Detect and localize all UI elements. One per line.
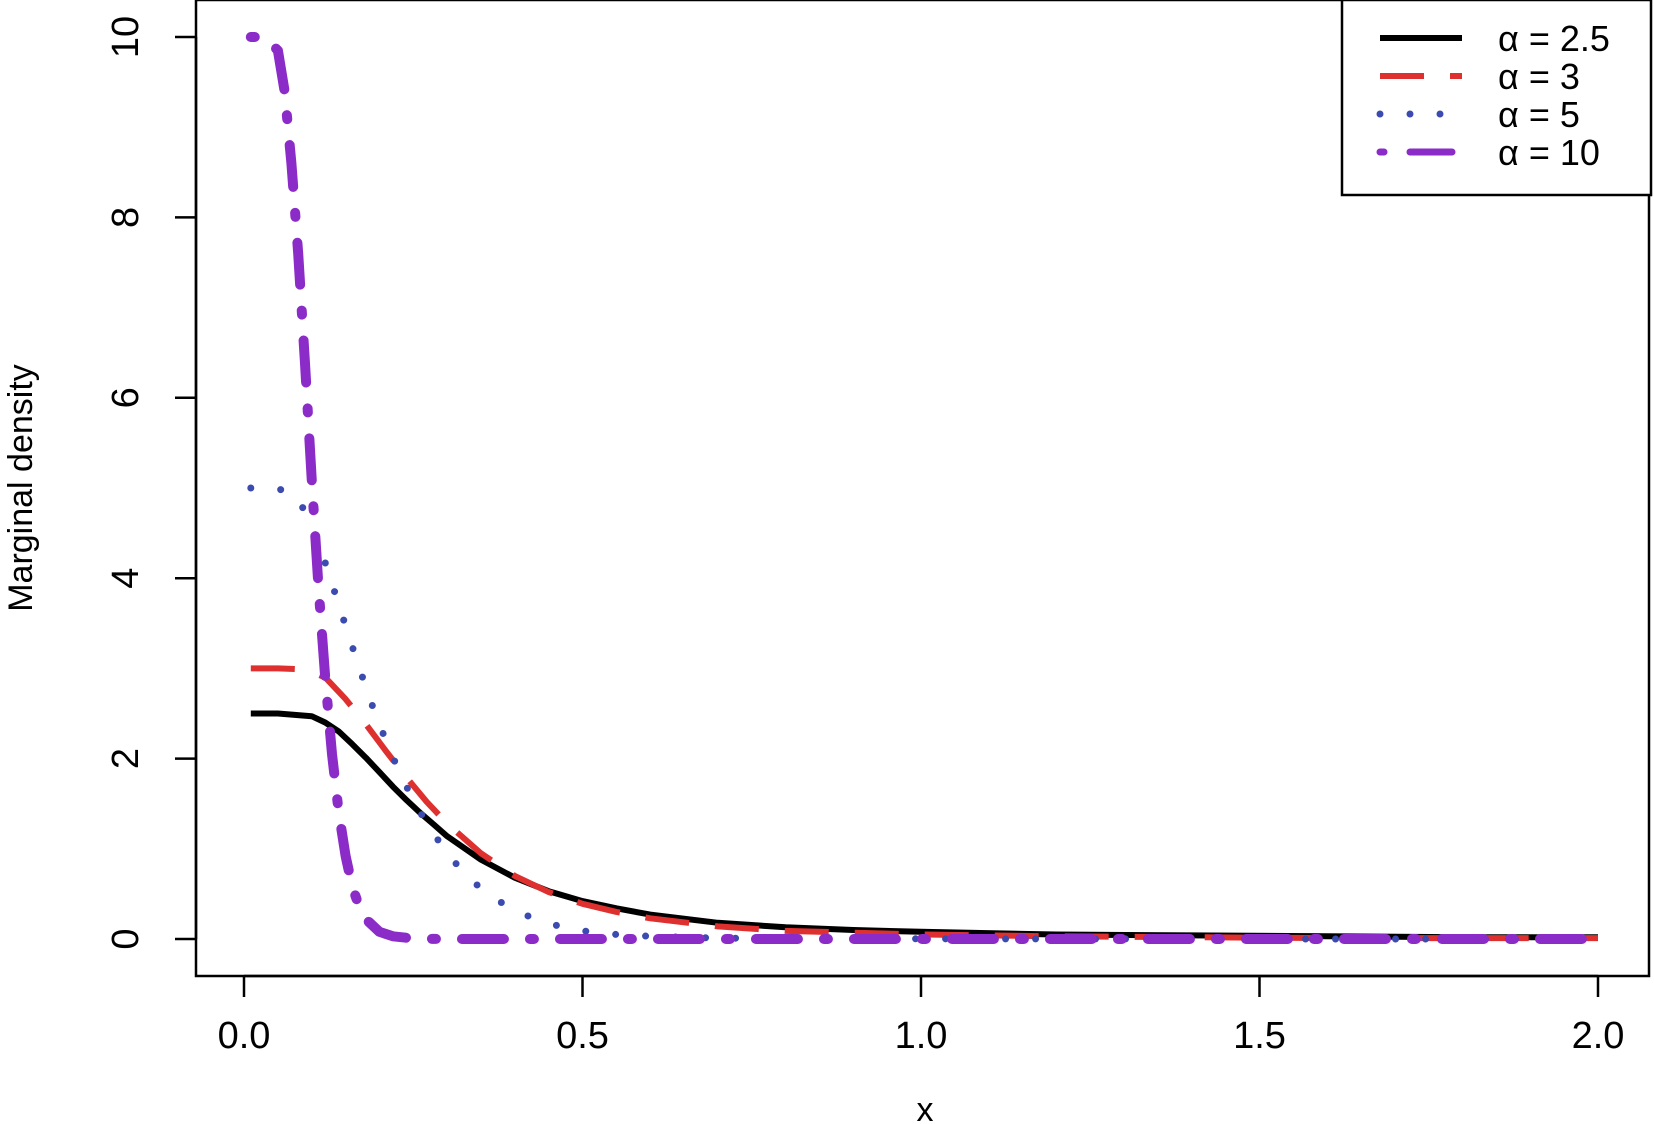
series-line-3 <box>247 484 1602 943</box>
legend: α = 2.5α = 3α = 5α = 10 <box>1340 0 1653 197</box>
x-tick-label: 0.0 <box>218 1015 271 1057</box>
x-tick-label: 1.0 <box>895 1015 948 1057</box>
series-line-4 <box>245 32 1603 944</box>
y-tick-label: 6 <box>105 387 147 408</box>
x-axis-label: x <box>917 1091 934 1124</box>
series-lines <box>245 32 1603 944</box>
y-axis: 0 2 4 6 8 10 <box>105 16 198 950</box>
legend-label: α = 5 <box>1498 94 1580 135</box>
series-line-2 <box>250 665 1598 942</box>
y-tick-label: 8 <box>105 207 147 228</box>
x-tick-label: 2.0 <box>1572 1015 1625 1057</box>
x-tick-label: 0.5 <box>556 1015 609 1057</box>
legend-box <box>1340 0 1653 197</box>
legend-label: α = 3 <box>1498 56 1580 97</box>
y-tick-label: 0 <box>105 928 147 949</box>
x-tick-label: 1.5 <box>1233 1015 1286 1057</box>
y-tick-label: 10 <box>105 16 147 58</box>
legend-label: α = 2.5 <box>1498 18 1610 59</box>
y-tick-label: 4 <box>105 568 147 589</box>
x-axis: 0.0 0.5 1.0 1.5 2.0 <box>218 974 1625 1057</box>
y-axis-label: Marginal density <box>2 364 40 612</box>
legend-label: α = 10 <box>1498 132 1600 173</box>
y-tick-label: 2 <box>105 748 147 769</box>
series-line-1 <box>250 710 1598 941</box>
